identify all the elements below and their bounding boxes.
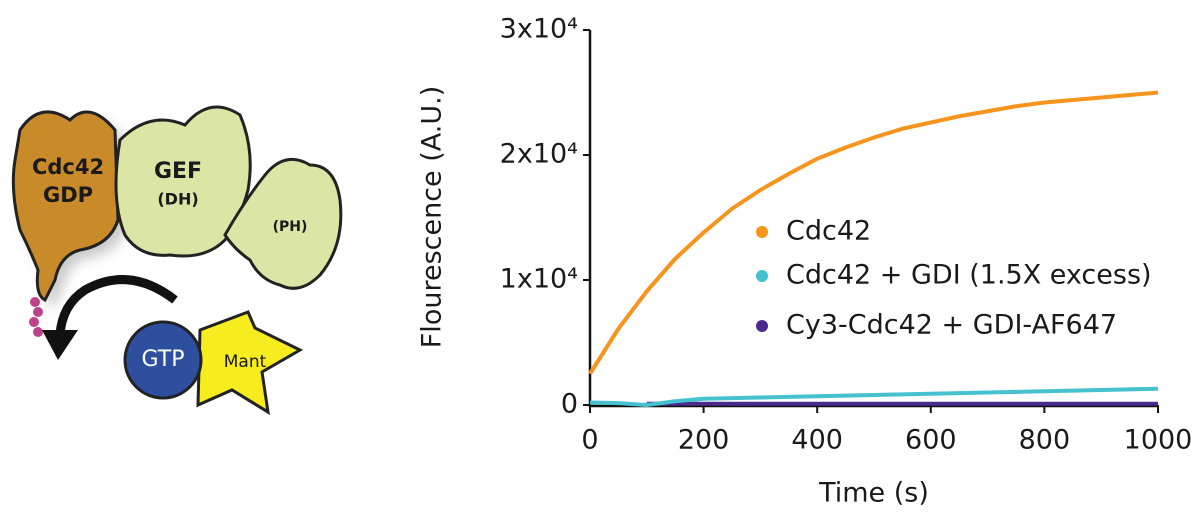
diagram: Cdc42 GDP GEF (DH) (PH) GTP Mant — [13, 107, 341, 412]
diagram-label: Cdc42 — [32, 155, 104, 179]
x-tick-label: 800 — [1019, 425, 1071, 456]
y-tick-label: 1x10⁴ — [500, 264, 578, 295]
x-tick-label: 400 — [791, 425, 843, 456]
y-tick-label: 0 — [561, 389, 578, 420]
diagram-label: (PH) — [273, 219, 308, 235]
diagram-label: GDP — [43, 183, 93, 207]
diagram-label: (DH) — [157, 190, 198, 209]
y-axis-label: Flourescence (A.U.) — [417, 86, 448, 348]
legend-marker — [756, 226, 768, 238]
x-tick-label: 1000 — [1124, 425, 1193, 456]
figure: Cdc42 GDP GEF (DH) (PH) GTP Mant Time (s… — [0, 0, 1199, 513]
y-tick-label: 2x10⁴ — [500, 139, 578, 170]
legend-marker — [756, 270, 768, 282]
y-tick-label: 3x10⁴ — [500, 14, 578, 45]
diagram-label: GEF — [154, 159, 202, 184]
x-tick-label: 0 — [581, 425, 598, 456]
diagram-label: GTP — [142, 347, 185, 372]
x-tick-label: 200 — [678, 425, 730, 456]
x-axis-label: Time (s) — [818, 478, 929, 509]
legend-marker — [756, 320, 768, 332]
legend-label: Cdc42 — [786, 216, 871, 247]
legend-label: Cdc42 + GDI (1.5X excess) — [786, 260, 1152, 291]
x-tick-label: 600 — [905, 425, 957, 456]
diagram-label: Mant — [224, 352, 267, 372]
legend-label: Cy3-Cdc42 + GDI-AF647 — [786, 310, 1117, 341]
lipid-beads — [29, 297, 43, 337]
arrow-head — [42, 330, 78, 360]
